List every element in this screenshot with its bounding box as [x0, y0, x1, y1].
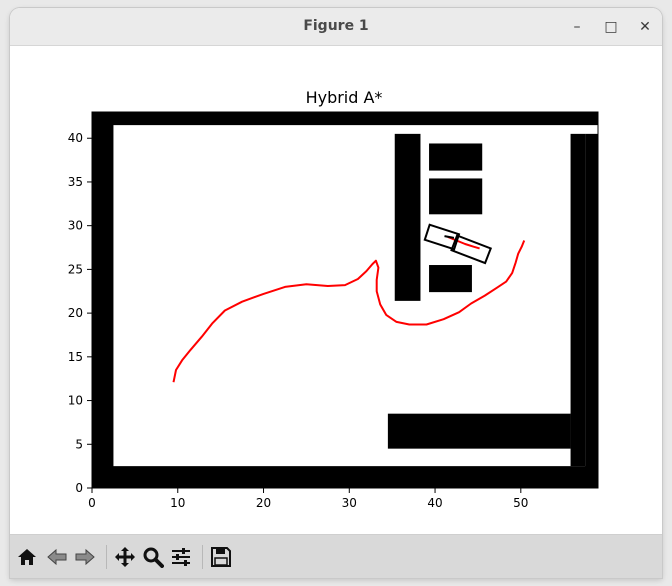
plot-svg[interactable]: Hybrid A* 0 10 20 30 40 50 0 5 10 15 20 25 30 35 40: [10, 46, 662, 534]
x-tick-label: 50: [513, 496, 528, 510]
y-tick-label: 30: [68, 219, 83, 233]
sliders-icon: [172, 548, 190, 566]
vehicle-rear-body: [423, 223, 461, 251]
y-tick-label: 20: [68, 306, 83, 320]
x-tick-label: 0: [88, 496, 96, 510]
obstacle: [92, 466, 598, 488]
obstacle: [429, 143, 483, 171]
path-series-line: [447, 236, 480, 250]
y-tick-label: 15: [68, 350, 83, 364]
zoom-button[interactable]: [140, 544, 166, 570]
obstacle: [429, 178, 483, 215]
obstacle: [92, 112, 114, 488]
move-icon: [115, 547, 135, 567]
maximize-button[interactable]: □: [604, 19, 618, 35]
home-button[interactable]: [14, 544, 40, 570]
arrow-right-icon: [75, 548, 95, 566]
y-tick-label: 25: [68, 262, 83, 276]
vehicle-heading-line: [444, 235, 455, 239]
window-title: Figure 1: [303, 18, 369, 34]
vehicle-front-body: [450, 234, 493, 265]
back-button[interactable]: [44, 544, 70, 570]
forward-button[interactable]: [72, 544, 98, 570]
path-series-line: [172, 240, 526, 383]
x-tick-label: 10: [170, 496, 185, 510]
minimize-button[interactable]: –: [573, 19, 581, 35]
obstacle: [429, 265, 472, 293]
arrow-left-icon: [47, 548, 67, 566]
pan-button[interactable]: [112, 544, 138, 570]
title-bar[interactable]: Figure 1 – □ ✕: [10, 8, 662, 46]
close-button[interactable]: ✕: [639, 19, 651, 35]
obstacle: [394, 133, 421, 301]
home-icon: [18, 549, 36, 565]
obstacle: [585, 133, 598, 488]
axes: 0 10 20 30 40 50 0 5 10 15 20 25 30 35 40: [68, 111, 599, 510]
y-tick-label: 35: [68, 175, 83, 189]
chart-title: Hybrid A*: [306, 88, 383, 107]
obstacle: [92, 112, 598, 126]
navigation-toolbar: [10, 534, 662, 578]
magnifier-icon: [143, 547, 164, 568]
obstacle: [387, 413, 571, 449]
toolbar-separator: [106, 545, 107, 569]
toolbar-separator: [202, 545, 203, 569]
y-tick-label: 5: [75, 437, 83, 451]
floppy-disk-icon: [211, 547, 231, 567]
axes-frame: [91, 111, 599, 489]
y-tick-label: 40: [68, 131, 83, 145]
y-tick-label: 10: [68, 394, 83, 408]
x-tick-label: 20: [256, 496, 271, 510]
save-button[interactable]: [208, 544, 234, 570]
x-tick-label: 30: [342, 496, 357, 510]
figure-window: Figure 1 – □ ✕ Hybrid A* 0 10 20 30 40 50 0 5 10…: [10, 8, 662, 578]
obstacle: [570, 133, 586, 467]
configure-subplots-button[interactable]: [168, 544, 194, 570]
figure-canvas[interactable]: Hybrid A* 0 10 20 30 40 50 0 5 10 15 20 25 30 35 40: [10, 46, 662, 534]
y-tick-label: 0: [75, 481, 83, 495]
x-tick-label: 40: [427, 496, 442, 510]
